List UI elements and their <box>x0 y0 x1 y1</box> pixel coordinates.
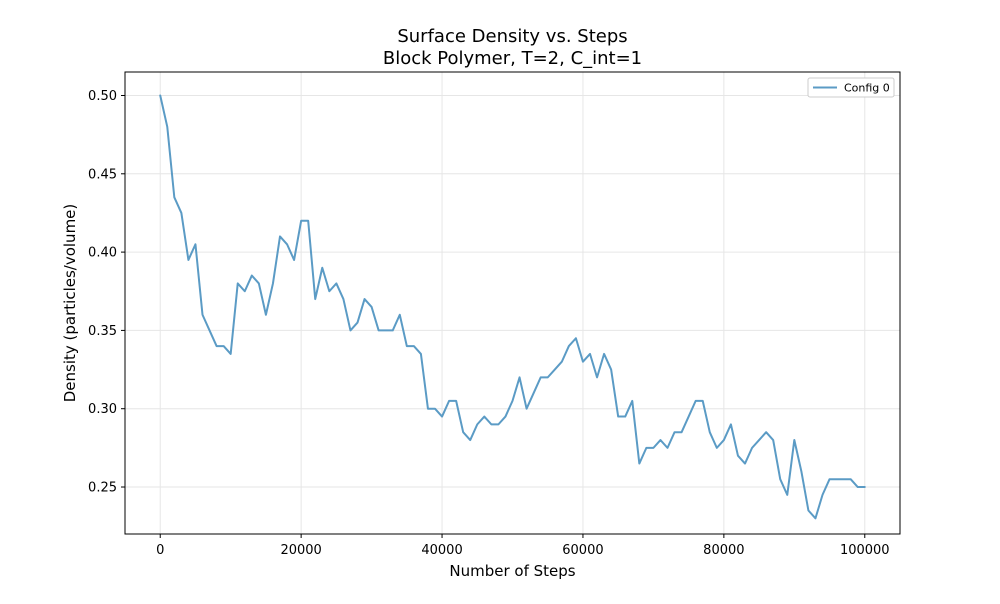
x-tick-label: 20000 <box>280 543 321 558</box>
chart-subtitle: Block Polymer, T=2, C_int=1 <box>383 48 642 69</box>
y-tick-label: 0.50 <box>88 89 117 104</box>
x-tick-label: 60000 <box>562 543 603 558</box>
grid-lines <box>125 72 900 534</box>
x-axis-label: Number of Steps <box>449 562 575 580</box>
y-axis-ticks: 0.25 0.30 0.35 0.40 0.45 0.50 <box>88 89 125 496</box>
y-tick-label: 0.40 <box>88 246 117 261</box>
x-tick-label: 0 <box>156 543 164 558</box>
legend-box <box>807 77 895 98</box>
y-tick-label: 0.45 <box>88 167 117 182</box>
y-tick-label: 0.25 <box>88 481 117 496</box>
y-tick-label: 0.30 <box>88 402 117 417</box>
series-line-config-0 <box>159 94 866 520</box>
y-tick-label: 0.35 <box>88 324 117 339</box>
x-axis-ticks: 0 20000 40000 60000 80000 100000 <box>156 534 890 558</box>
x-tick-label: 80000 <box>703 543 744 558</box>
series-layer <box>159 94 866 520</box>
y-axis-label: Density (particles/volume) <box>61 204 79 403</box>
plot-area-frame <box>124 71 901 535</box>
legend: Config 0 <box>807 77 895 98</box>
x-tick-label: 40000 <box>421 543 462 558</box>
chart-title: Surface Density vs. Steps <box>397 26 627 47</box>
x-tick-label: 100000 <box>840 543 890 558</box>
legend-label-config-0: Config 0 <box>844 82 890 95</box>
